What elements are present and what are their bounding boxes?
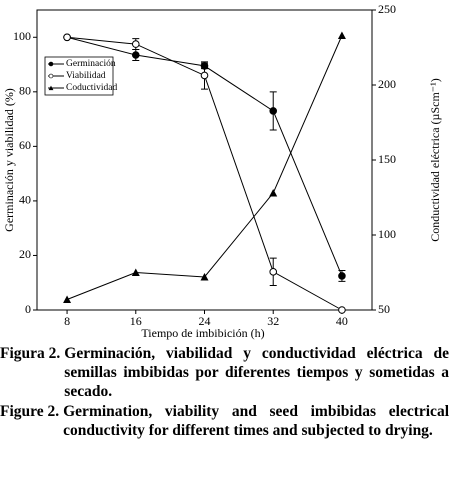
marker	[269, 107, 278, 115]
y2-tick-label: 50	[378, 302, 390, 316]
plot-frame	[36, 9, 373, 311]
marker	[200, 273, 209, 281]
captions: Figura 2. Germinación, viabilidad y condu…	[0, 344, 449, 441]
y2-axis-label: Conductividad eléctrica (µScm⁻¹)	[428, 78, 442, 241]
marker	[131, 51, 140, 59]
y-tick-label: 0	[25, 302, 31, 316]
marker	[131, 268, 140, 276]
marker	[337, 31, 346, 39]
x-tick-label: 40	[336, 314, 348, 328]
caption: Figure 2. Germination, viability and seed…	[0, 402, 449, 440]
marker	[131, 40, 140, 48]
caption-label: Figura 2.	[0, 345, 61, 362]
x-tick-label: 24	[199, 314, 211, 328]
legend: Germinación Viabilidad Coductividad	[44, 56, 117, 96]
caption-text: Germination, viability and seed imbibida…	[63, 403, 449, 439]
x-tick-label: 16	[130, 314, 142, 328]
x-tick-label: 32	[267, 314, 279, 328]
marker	[269, 189, 278, 197]
legend-label: Coductividad	[66, 83, 117, 93]
y2-tick-label: 100	[378, 227, 396, 241]
y2-tick-label: 250	[378, 2, 396, 16]
marker	[338, 306, 346, 314]
marker	[63, 295, 72, 303]
y2-tick-label: 150	[378, 152, 396, 166]
y-axis-label: Germinación y viabilidad (%)	[2, 88, 16, 232]
marker	[48, 73, 54, 79]
y-tick-label: 100	[13, 29, 31, 43]
y-tick-label: 40	[19, 193, 31, 207]
y-tick-label: 20	[19, 247, 31, 261]
caption-text: Germinación, viabilidad y conductividad …	[64, 345, 449, 400]
marker	[63, 33, 71, 42]
chart: Tiempo de imbibición (h) Germinación y v…	[2, 2, 442, 340]
x-axis-label: Tiempo de imbibición (h)	[141, 326, 264, 340]
caption-label: Figure 2.	[0, 403, 60, 420]
caption: Figura 2. Germinación, viabilidad y condu…	[0, 344, 449, 401]
y-tick-label: 80	[19, 84, 31, 98]
legend-label: Germinación	[66, 59, 116, 69]
y2-tick-label: 200	[378, 77, 396, 91]
y-tick-label: 60	[19, 138, 31, 152]
marker	[48, 85, 54, 91]
marker	[269, 268, 278, 276]
legend-label: Viabilidad	[66, 71, 106, 81]
marker	[338, 272, 346, 280]
x-tick-label: 8	[64, 314, 70, 328]
marker	[200, 71, 209, 80]
marker	[48, 61, 54, 67]
